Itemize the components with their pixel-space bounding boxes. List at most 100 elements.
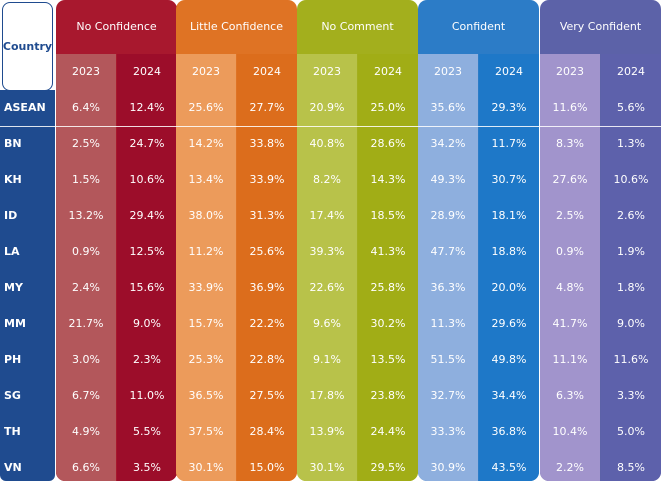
category-header: Very Confident bbox=[559, 20, 642, 33]
data-label: 29.6% bbox=[491, 317, 527, 330]
data-label: 2.6% bbox=[617, 209, 645, 222]
data-label: 11.7% bbox=[491, 137, 527, 150]
data-label: 11.3% bbox=[430, 317, 466, 330]
data-label: 0.9% bbox=[556, 245, 584, 258]
data-label: 2.2% bbox=[556, 461, 584, 474]
data-label: 15.7% bbox=[188, 317, 224, 330]
country-label: MY bbox=[4, 281, 23, 294]
data-label: 4.8% bbox=[556, 281, 584, 294]
data-label: 11.2% bbox=[188, 245, 224, 258]
data-label: 10.4% bbox=[552, 425, 588, 438]
data-label: 28.4% bbox=[249, 425, 285, 438]
country-label: BN bbox=[4, 137, 22, 150]
data-label: 12.4% bbox=[129, 101, 165, 114]
data-label: 9.0% bbox=[133, 317, 161, 330]
data-label: 10.6% bbox=[613, 173, 649, 186]
data-label: 33.8% bbox=[249, 137, 285, 150]
data-label: 18.8% bbox=[491, 245, 527, 258]
data-label: 13.9% bbox=[309, 425, 345, 438]
data-label: 36.3% bbox=[430, 281, 466, 294]
data-label: 2.5% bbox=[556, 209, 584, 222]
data-label: 25.8% bbox=[370, 281, 406, 294]
year-label: 2023 bbox=[192, 65, 220, 78]
year-label: 2023 bbox=[556, 65, 584, 78]
data-label: 11.1% bbox=[552, 353, 588, 366]
data-label: 33.3% bbox=[430, 425, 466, 438]
country-label: TH bbox=[4, 425, 21, 438]
data-label: 28.6% bbox=[370, 137, 406, 150]
data-label: 25.6% bbox=[188, 101, 224, 114]
data-label: 0.9% bbox=[72, 245, 100, 258]
year-label: 2023 bbox=[72, 65, 100, 78]
data-label: 20.0% bbox=[491, 281, 527, 294]
data-label: 31.3% bbox=[249, 209, 285, 222]
year-column-1-2 bbox=[117, 54, 177, 481]
data-label: 6.6% bbox=[72, 461, 100, 474]
data-label: 33.9% bbox=[188, 281, 224, 294]
data-label: 3.5% bbox=[133, 461, 161, 474]
data-label: 3.0% bbox=[72, 353, 100, 366]
category-header: No Comment bbox=[321, 20, 394, 33]
year-label: 2024 bbox=[253, 65, 281, 78]
country-label: SG bbox=[4, 389, 21, 402]
data-label: 1.3% bbox=[617, 137, 645, 150]
data-label: 25.0% bbox=[370, 101, 406, 114]
year-column-5-1 bbox=[540, 54, 600, 481]
data-label: 6.4% bbox=[72, 101, 100, 114]
data-label: 17.4% bbox=[309, 209, 345, 222]
year-column-1-1 bbox=[56, 54, 116, 481]
data-label: 36.9% bbox=[249, 281, 285, 294]
data-label: 34.4% bbox=[491, 389, 527, 402]
data-label: 29.5% bbox=[370, 461, 406, 474]
country-label: PH bbox=[4, 353, 22, 366]
country-header: Country bbox=[2, 2, 53, 91]
data-label: 25.6% bbox=[249, 245, 285, 258]
country-label: MM bbox=[4, 317, 26, 330]
data-label: 38.0% bbox=[188, 209, 224, 222]
data-label: 40.8% bbox=[309, 137, 345, 150]
data-label: 28.9% bbox=[430, 209, 466, 222]
data-label: 1.5% bbox=[72, 173, 100, 186]
data-label: 13.2% bbox=[68, 209, 104, 222]
data-label: 13.5% bbox=[370, 353, 406, 366]
data-label: 14.2% bbox=[188, 137, 224, 150]
data-label: 8.3% bbox=[556, 137, 584, 150]
data-label: 51.5% bbox=[430, 353, 466, 366]
category-header: Little Confidence bbox=[190, 20, 283, 33]
country-column-stripe bbox=[0, 90, 55, 481]
asean-divider bbox=[0, 126, 662, 127]
year-column-4-1 bbox=[418, 54, 478, 481]
data-label: 29.3% bbox=[491, 101, 527, 114]
country-label: LA bbox=[4, 245, 20, 258]
data-label: 32.7% bbox=[430, 389, 466, 402]
data-label: 11.6% bbox=[552, 101, 588, 114]
year-column-4-2 bbox=[479, 54, 539, 481]
year-label: 2023 bbox=[313, 65, 341, 78]
data-label: 35.6% bbox=[430, 101, 466, 114]
data-label: 2.3% bbox=[133, 353, 161, 366]
data-label: 14.3% bbox=[370, 173, 406, 186]
data-label: 47.7% bbox=[430, 245, 466, 258]
country-label: KH bbox=[4, 173, 22, 186]
data-label: 20.9% bbox=[309, 101, 345, 114]
data-label: 17.8% bbox=[309, 389, 345, 402]
data-label: 29.4% bbox=[129, 209, 165, 222]
data-label: 10.6% bbox=[129, 173, 165, 186]
year-column-3-1 bbox=[297, 54, 357, 481]
year-label: 2024 bbox=[374, 65, 402, 78]
data-label: 11.0% bbox=[129, 389, 165, 402]
data-label: 41.3% bbox=[370, 245, 406, 258]
data-label: 5.6% bbox=[617, 101, 645, 114]
data-label: 27.7% bbox=[249, 101, 285, 114]
data-label: 37.5% bbox=[188, 425, 224, 438]
data-label: 24.7% bbox=[129, 137, 165, 150]
data-label: 49.3% bbox=[430, 173, 466, 186]
data-label: 5.5% bbox=[133, 425, 161, 438]
data-label: 12.5% bbox=[129, 245, 165, 258]
data-label: 36.8% bbox=[491, 425, 527, 438]
year-label: 2024 bbox=[495, 65, 523, 78]
data-label: 30.1% bbox=[188, 461, 224, 474]
year-column-2-2 bbox=[237, 54, 297, 481]
year-column-3-2 bbox=[358, 54, 418, 481]
data-label: 49.8% bbox=[491, 353, 527, 366]
